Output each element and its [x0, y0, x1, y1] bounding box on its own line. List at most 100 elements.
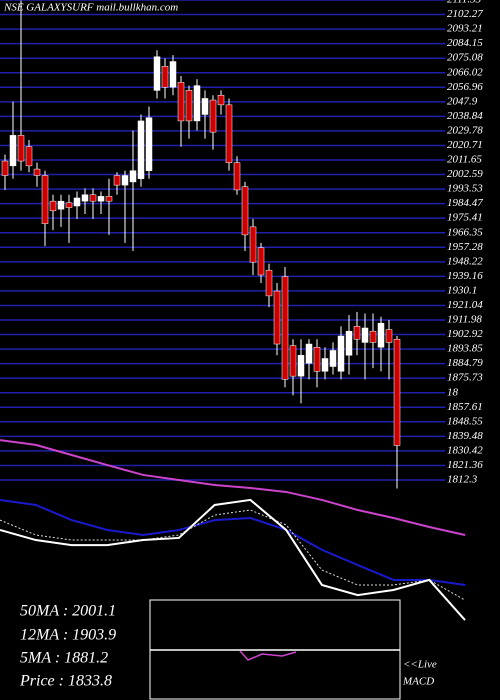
stat: Price : 1833.8 — [19, 673, 112, 690]
candle-body — [73, 197, 81, 207]
y-tick-label: 1848.55 — [447, 415, 483, 427]
y-tick-label: 2111.33 — [447, 0, 482, 6]
macd-label: MACD — [402, 676, 434, 688]
candle-body — [297, 355, 305, 377]
y-tick-label: 1911.98 — [447, 314, 482, 326]
candle-body — [145, 117, 153, 171]
macd-line — [239, 650, 297, 661]
y-tick-label: 18 — [447, 386, 459, 398]
y-tick-label: 1857.61 — [447, 401, 483, 413]
y-tick-label: 1875.73 — [447, 372, 483, 384]
candle-body — [97, 196, 105, 202]
candle-body — [105, 196, 113, 202]
y-tick-label: 1902.92 — [447, 328, 483, 340]
y-tick-label: 2002.59 — [447, 168, 483, 180]
y-tick-label: 1966.35 — [447, 226, 483, 238]
candle-body — [369, 330, 377, 343]
ma-line — [0, 498, 466, 586]
candle-body — [129, 170, 137, 183]
candle-body — [281, 276, 289, 380]
candle-body — [153, 56, 161, 91]
y-tick-label: 2066.02 — [447, 66, 483, 78]
candle-body — [345, 330, 353, 356]
candle-body — [313, 347, 321, 372]
candle-body — [57, 200, 65, 210]
y-tick-label: 1839.48 — [447, 430, 483, 442]
y-tick-label: 1884.79 — [447, 357, 483, 369]
y-tick-label: 2020.71 — [447, 139, 483, 151]
candle-body — [25, 146, 33, 167]
candle-body — [17, 135, 25, 162]
y-tick-label: 2084.15 — [447, 37, 483, 49]
candle-body — [121, 175, 129, 186]
y-tick-label: 1993.53 — [447, 183, 483, 195]
candle-body — [209, 99, 217, 133]
header: NSE GALAXYSURF mail.bullkhan.com — [3, 2, 178, 14]
candle-body — [257, 247, 265, 276]
live-label: <<Live — [403, 659, 437, 671]
y-tick-label: 2102.27 — [447, 8, 483, 20]
y-tick-label: 2075.08 — [447, 52, 483, 64]
candle-body — [81, 194, 89, 202]
y-tick-label: 1939.16 — [447, 270, 483, 282]
y-tick-label: 1930.1 — [447, 284, 477, 296]
candle-body — [249, 226, 257, 263]
candles — [1, 0, 401, 489]
candle-body — [161, 66, 169, 88]
y-tick-label: 2047.9 — [447, 95, 478, 107]
ma-line — [0, 509, 466, 601]
candle-body — [377, 322, 385, 348]
candle-body — [137, 120, 145, 179]
indicator-panel — [0, 439, 466, 621]
candle-body — [169, 61, 177, 88]
candle-body — [1, 160, 9, 176]
candle-body — [353, 326, 361, 340]
candle-body — [273, 290, 281, 345]
candle-body — [329, 350, 337, 367]
candle-body — [113, 175, 121, 186]
candle-body — [241, 186, 249, 236]
candle-body — [193, 85, 201, 122]
candle-body — [177, 82, 185, 122]
y-tick-label: 1821.36 — [447, 459, 483, 471]
stat: 50MA : 2001.1 — [20, 603, 116, 620]
candle-body — [65, 202, 73, 208]
candle-body — [265, 269, 273, 297]
stat: 5MA : 1881.2 — [20, 650, 108, 667]
ma-line — [0, 498, 466, 621]
y-tick-label: 1830.42 — [447, 444, 483, 456]
y-tick-label: 2029.78 — [447, 124, 483, 136]
y-tick-label: 1948.22 — [447, 255, 483, 267]
candle-body — [89, 194, 97, 202]
candle-body — [337, 335, 345, 372]
candle-body — [321, 358, 329, 372]
y-tick-label: 1893.85 — [447, 343, 483, 355]
candle-body — [305, 343, 313, 364]
candle-body — [393, 338, 401, 446]
candle-body — [185, 90, 193, 122]
candle-body — [225, 104, 233, 163]
y-tick-label: 1975.41 — [447, 212, 483, 224]
candle-body — [385, 329, 393, 343]
y-tick-label: 2011.65 — [447, 154, 482, 166]
candle-body — [233, 162, 241, 191]
ma-line — [0, 439, 466, 536]
y-tick-label: 1984.47 — [447, 197, 483, 209]
y-tick-label: 1812.3 — [447, 474, 478, 486]
candle-body — [49, 200, 57, 212]
candle-body — [41, 175, 49, 224]
candle-body — [9, 135, 17, 167]
stat: 12MA : 1903.9 — [20, 627, 116, 644]
y-tick-label: 2038.84 — [447, 110, 483, 122]
candle-body — [33, 168, 41, 176]
y-tick-label: 1957.28 — [447, 241, 483, 253]
y-tick-label: 1921.04 — [447, 299, 483, 311]
candle-body — [217, 94, 225, 106]
y-tick-label: 2056.96 — [447, 81, 483, 93]
candle-body — [361, 327, 369, 343]
y-tick-label: 2093.21 — [447, 23, 483, 35]
candle-body — [201, 98, 209, 115]
candle-body — [289, 345, 297, 377]
